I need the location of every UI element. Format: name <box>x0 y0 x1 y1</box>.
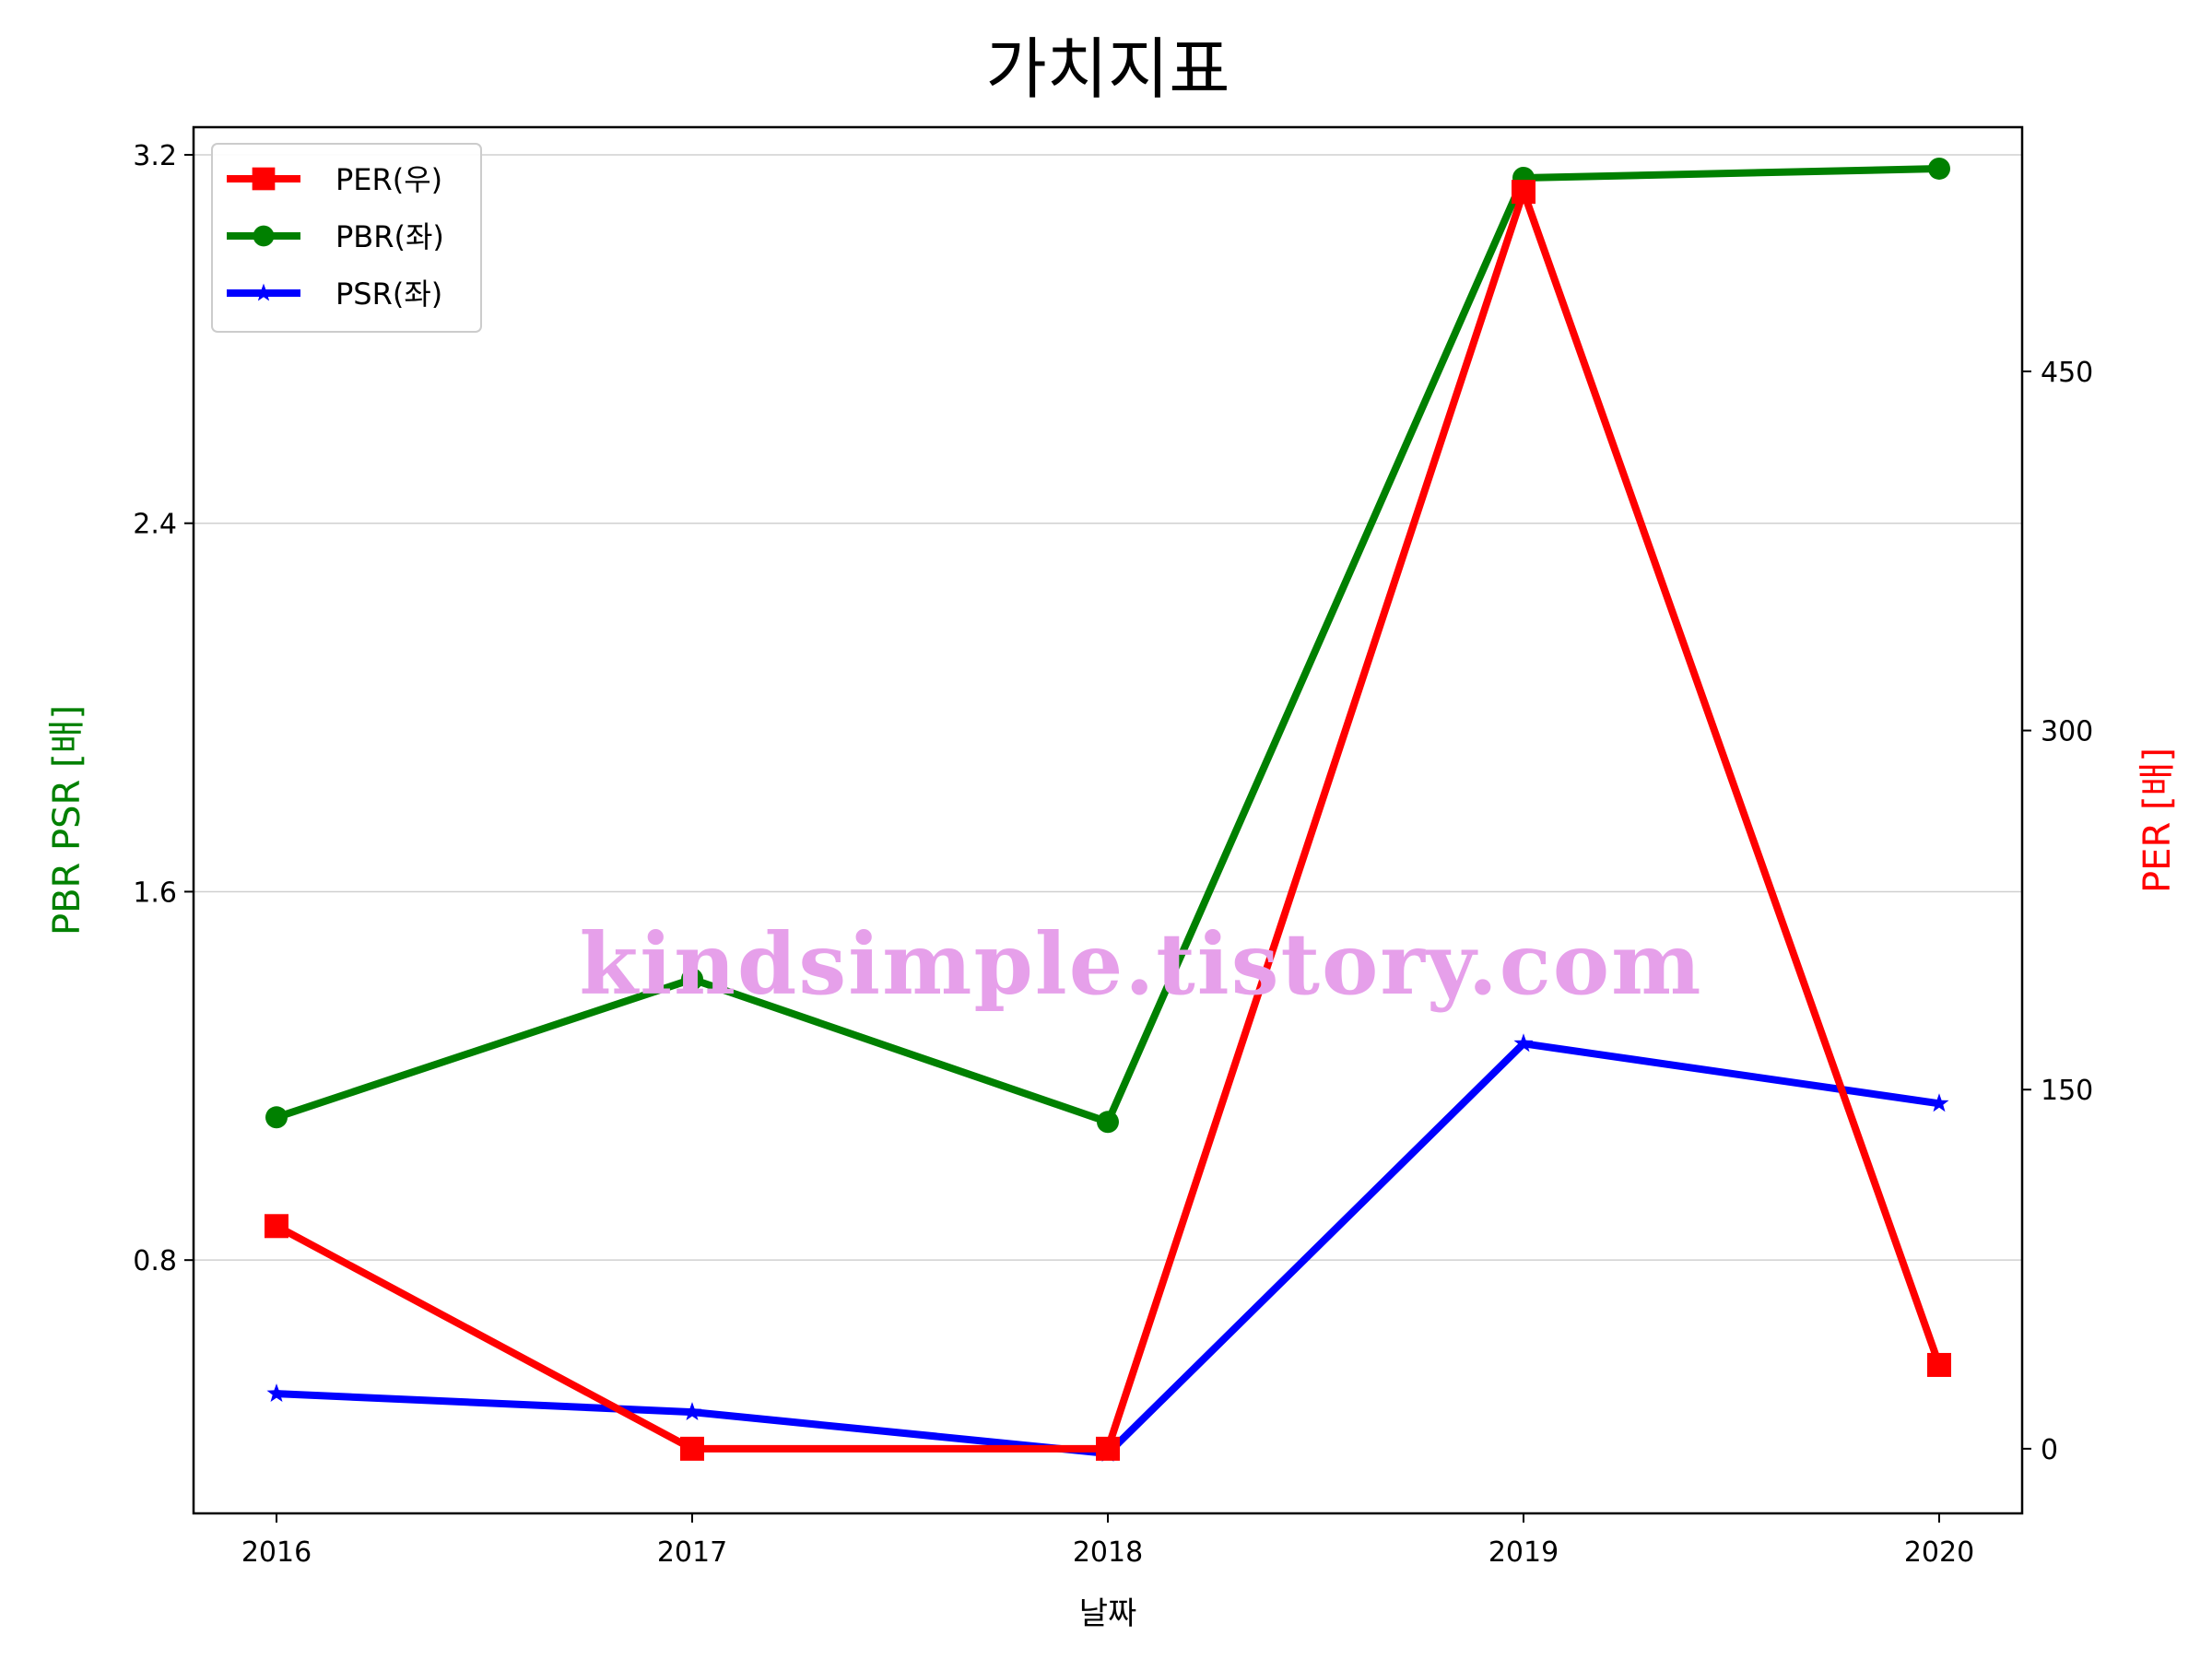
data-point-psr <box>1929 1093 1949 1112</box>
data-point-pbr <box>265 1106 288 1129</box>
data-point-per <box>1096 1436 1120 1461</box>
y-left-tick-label: 0.8 <box>133 1245 177 1277</box>
legend: PER(우) PBR(좌) PSR(좌) <box>211 143 482 333</box>
x-tick-label: 2017 <box>657 1536 727 1569</box>
y-right-tick-label: 0 <box>2041 1434 2058 1466</box>
y-right-tick-label: 450 <box>2041 357 2093 389</box>
legend-marker-psr <box>254 283 273 301</box>
y-axis-left-label: PBR PSR [배] <box>46 705 88 935</box>
x-tick-label: 2016 <box>241 1536 312 1569</box>
legend-label-pbr: PBR(좌) <box>335 219 444 254</box>
x-axis: 2016 2017 2018 2019 2020 <box>241 1513 1974 1569</box>
y-axis-right: 0 150 300 450 <box>2022 357 2093 1466</box>
legend-label-psr: PSR(좌) <box>335 276 442 312</box>
data-point-per <box>1927 1352 1951 1377</box>
legend-marker-per <box>252 167 276 191</box>
y-left-tick-label: 1.6 <box>133 877 177 909</box>
y-axis-right-label: PER [배] <box>2136 747 2179 893</box>
y-left-tick-label: 2.4 <box>133 509 177 541</box>
data-point-per <box>1512 180 1535 205</box>
x-axis-label: 날짜 <box>1079 1595 1137 1632</box>
x-tick-label: 2018 <box>1073 1536 1143 1569</box>
data-point-per <box>265 1214 288 1239</box>
data-point-psr <box>266 1383 287 1402</box>
gridlines <box>194 154 2022 1261</box>
x-tick-label: 2019 <box>1488 1536 1559 1569</box>
data-point-pbr <box>681 968 703 991</box>
x-tick-label: 2020 <box>1904 1536 1974 1569</box>
legend-marker-pbr <box>253 225 275 247</box>
chart-title: 가치지표 <box>986 30 1230 108</box>
y-axis-left: 0.8 1.6 2.4 3.2 <box>133 140 194 1277</box>
data-point-pbr <box>1928 157 1950 180</box>
legend-box <box>211 143 482 333</box>
data-point-psr <box>1513 1033 1534 1053</box>
data-point-pbr <box>1097 1111 1119 1134</box>
y-left-tick-label: 3.2 <box>133 140 177 172</box>
y-right-tick-label: 150 <box>2041 1075 2093 1107</box>
plot-area <box>194 127 2022 1513</box>
data-point-psr <box>682 1402 702 1420</box>
legend-label-per: PER(우) <box>335 162 442 197</box>
watermark: kindsimple.tistory.com <box>579 914 1702 1014</box>
data-point-per <box>680 1436 704 1461</box>
y-right-tick-label: 300 <box>2041 716 2093 748</box>
series-lines <box>265 157 1951 1462</box>
